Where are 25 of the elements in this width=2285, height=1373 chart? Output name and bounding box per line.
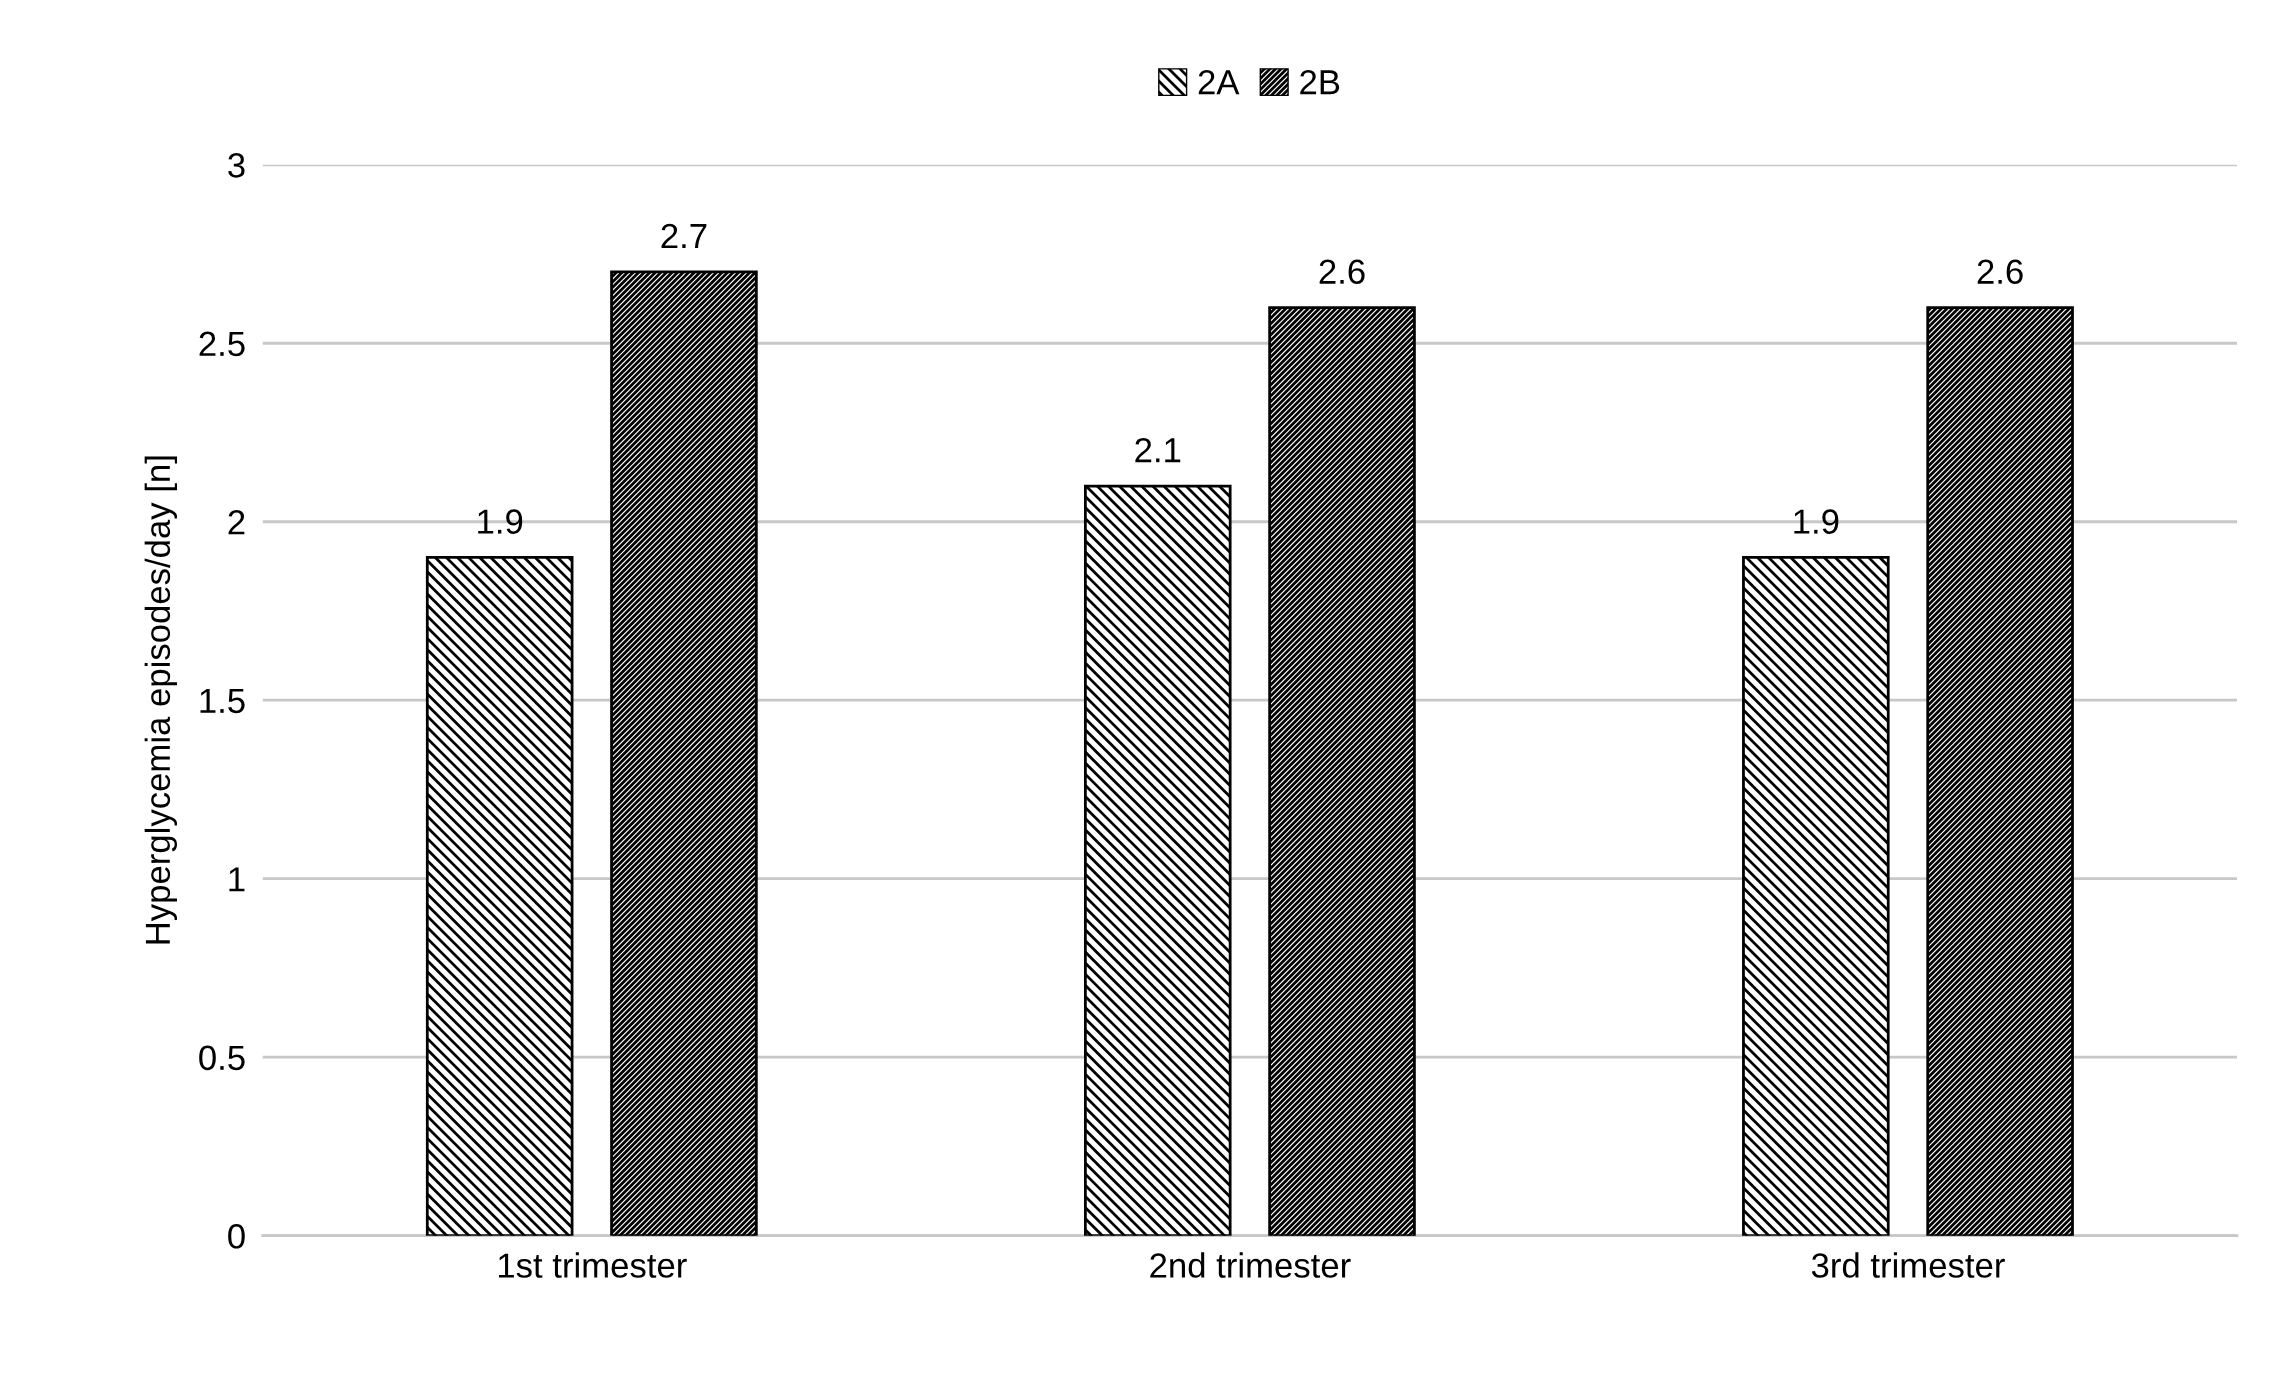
bar (1083, 484, 1232, 1236)
bar (425, 556, 574, 1236)
y-tick-label: 2.5 (199, 331, 245, 357)
data-label: 1.9 (1794, 509, 1839, 534)
bar (610, 270, 758, 1236)
legend-label: 2A (1198, 69, 1240, 95)
bar (1926, 306, 2074, 1236)
x-tick-label: 2nd trimester (1150, 1252, 1351, 1278)
y-tick-label: 2 (228, 510, 245, 535)
x-tick-label: 1st trimester (498, 1252, 687, 1278)
y-axis-title: Hyperglycemia episodes/day [n] (144, 456, 178, 944)
data-label: 1.9 (478, 509, 523, 534)
x-tick-label: 3rd trimester (1811, 1252, 2005, 1278)
bar (1742, 556, 1890, 1236)
legend-label: 2B (1300, 69, 1340, 95)
data-label: 2.6 (1319, 259, 1365, 285)
data-label: 2.6 (1977, 259, 2023, 285)
data-label: 2.7 (661, 223, 707, 248)
y-tick-label: 3 (228, 153, 245, 178)
data-label: 2.1 (1135, 437, 1181, 463)
y-tick-label: 1 (229, 867, 245, 892)
y-tick-label: 1.5 (200, 688, 245, 714)
y-tick-label: 0.5 (199, 1045, 245, 1071)
bar (1268, 306, 1416, 1236)
y-tick-label: 0 (228, 1224, 245, 1249)
